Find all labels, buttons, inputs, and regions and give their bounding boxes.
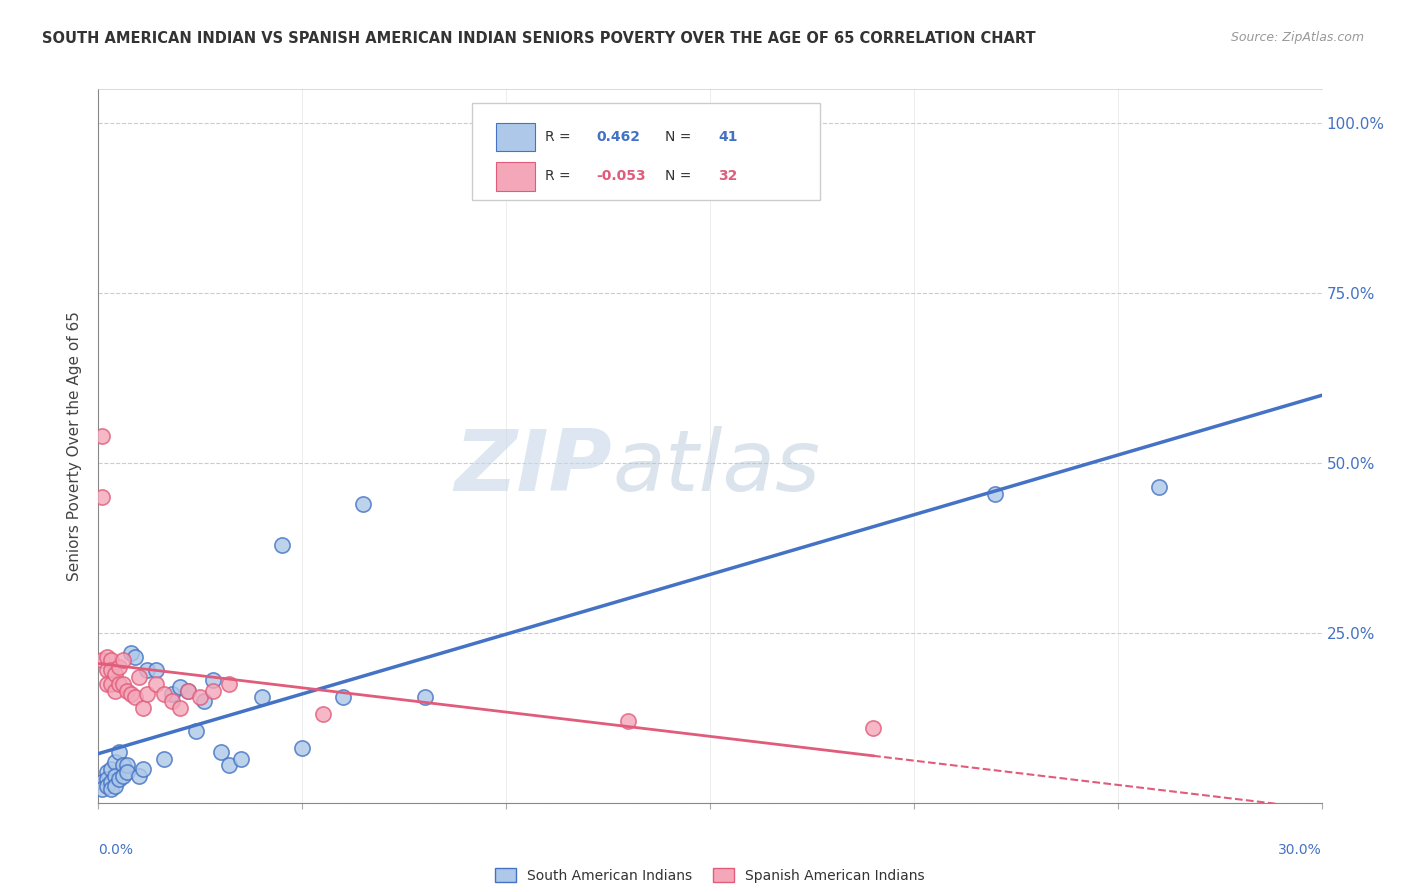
Point	[120, 646, 142, 660]
Point	[145, 677, 167, 691]
Point	[193, 694, 215, 708]
Point	[104, 755, 127, 769]
Point	[96, 677, 118, 691]
Point	[136, 687, 159, 701]
Point	[96, 649, 118, 664]
Text: 0.462: 0.462	[596, 130, 640, 144]
Point	[152, 751, 174, 765]
FancyBboxPatch shape	[496, 122, 536, 151]
Point	[111, 769, 134, 783]
Point	[115, 683, 138, 698]
Point	[108, 772, 131, 786]
Point	[104, 666, 127, 681]
Text: N =: N =	[665, 169, 696, 183]
Text: 32: 32	[718, 169, 738, 183]
Point	[100, 782, 122, 797]
Point	[201, 673, 224, 688]
Point	[132, 700, 155, 714]
FancyBboxPatch shape	[471, 103, 820, 200]
Point	[100, 775, 122, 789]
Point	[160, 694, 183, 708]
Point	[124, 690, 146, 705]
Point	[111, 677, 134, 691]
Point	[218, 677, 240, 691]
Point	[120, 687, 142, 701]
Point	[100, 677, 122, 691]
Point	[104, 683, 127, 698]
Point	[100, 762, 122, 776]
Point	[128, 769, 150, 783]
Point	[115, 765, 138, 780]
Point	[291, 741, 314, 756]
Text: Source: ZipAtlas.com: Source: ZipAtlas.com	[1230, 31, 1364, 45]
Point	[152, 687, 174, 701]
Point	[96, 772, 118, 786]
Text: atlas: atlas	[612, 425, 820, 509]
Point	[332, 690, 354, 705]
Point	[160, 687, 183, 701]
Point	[188, 690, 212, 705]
Y-axis label: Seniors Poverty Over the Age of 65: Seniors Poverty Over the Age of 65	[67, 311, 83, 581]
Text: N =: N =	[665, 130, 696, 144]
Point	[177, 683, 200, 698]
Point	[352, 497, 374, 511]
Point	[91, 653, 114, 667]
Point	[250, 690, 273, 705]
Point	[169, 700, 191, 714]
Point	[111, 758, 134, 772]
Point	[96, 779, 118, 793]
Point	[108, 660, 131, 674]
Text: 0.0%: 0.0%	[98, 843, 134, 857]
Point	[108, 745, 131, 759]
Point	[312, 707, 335, 722]
Point	[128, 670, 150, 684]
Text: -0.053: -0.053	[596, 169, 645, 183]
Text: ZIP: ZIP	[454, 425, 612, 509]
Text: SOUTH AMERICAN INDIAN VS SPANISH AMERICAN INDIAN SENIORS POVERTY OVER THE AGE OF: SOUTH AMERICAN INDIAN VS SPANISH AMERICA…	[42, 31, 1036, 46]
Point	[100, 653, 122, 667]
Text: R =: R =	[546, 169, 575, 183]
Point	[177, 683, 200, 698]
Point	[91, 429, 114, 443]
Point	[96, 765, 118, 780]
Point	[201, 683, 224, 698]
FancyBboxPatch shape	[496, 162, 536, 191]
Point	[270, 537, 294, 551]
Point	[111, 653, 134, 667]
Legend: South American Indians, Spanish American Indians: South American Indians, Spanish American…	[489, 863, 931, 888]
Point	[617, 714, 640, 729]
Point	[115, 758, 138, 772]
Text: R =: R =	[546, 130, 575, 144]
Point	[1147, 480, 1170, 494]
Point	[231, 751, 253, 765]
Point	[104, 779, 127, 793]
Point	[100, 663, 122, 677]
Point	[984, 486, 1007, 500]
Point	[91, 490, 114, 504]
Point	[145, 663, 167, 677]
Point	[169, 680, 191, 694]
Point	[209, 745, 232, 759]
Point	[136, 663, 159, 677]
Text: 41: 41	[718, 130, 738, 144]
Point	[186, 724, 208, 739]
Point	[132, 762, 155, 776]
Point	[108, 677, 131, 691]
Point	[413, 690, 436, 705]
Text: 30.0%: 30.0%	[1278, 843, 1322, 857]
Point	[124, 649, 146, 664]
Point	[91, 775, 114, 789]
Point	[218, 758, 240, 772]
Point	[104, 769, 127, 783]
Point	[91, 782, 114, 797]
Point	[96, 663, 118, 677]
Point	[862, 721, 884, 735]
